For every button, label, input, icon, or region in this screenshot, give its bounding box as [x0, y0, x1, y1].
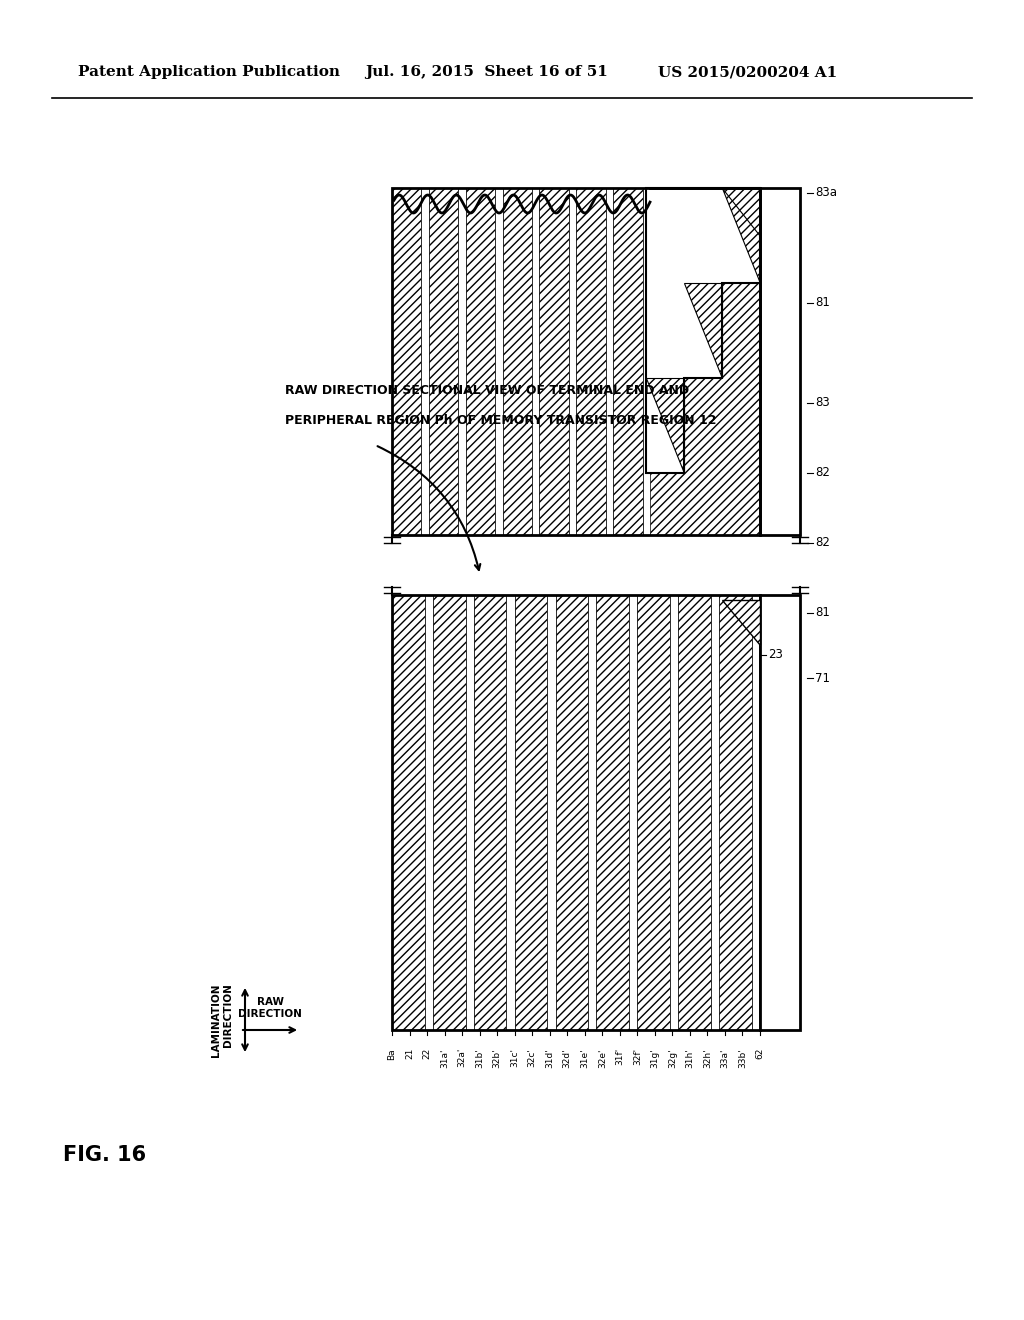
- Text: 31h': 31h': [685, 1048, 694, 1068]
- Text: 31a': 31a': [440, 1048, 450, 1068]
- Text: 82: 82: [815, 466, 829, 479]
- Text: US 2015/0200204 A1: US 2015/0200204 A1: [658, 65, 838, 79]
- Text: 31g': 31g': [650, 1048, 659, 1068]
- Text: Patent Application Publication: Patent Application Publication: [78, 65, 340, 79]
- Text: 71: 71: [815, 672, 830, 685]
- Text: 32b': 32b': [493, 1048, 502, 1068]
- Bar: [569, 187, 577, 535]
- Text: 32c': 32c': [527, 1048, 537, 1067]
- Text: 31d': 31d': [545, 1048, 554, 1068]
- Text: PERIPHERAL REGION Ph OF MEMORY TRANSISTOR REGION 12: PERIPHERAL REGION Ph OF MEMORY TRANSISTO…: [285, 413, 717, 426]
- Bar: [532, 187, 540, 535]
- Polygon shape: [684, 282, 722, 378]
- Bar: [515, 595, 548, 1030]
- Bar: [540, 187, 569, 535]
- Bar: [588, 595, 596, 1030]
- Bar: [752, 595, 760, 1030]
- Bar: [629, 595, 637, 1030]
- Text: FIG. 16: FIG. 16: [63, 1144, 146, 1166]
- Bar: [392, 187, 422, 535]
- Text: 21: 21: [406, 1048, 414, 1060]
- Bar: [613, 187, 643, 535]
- Bar: [466, 595, 474, 1030]
- Text: 23: 23: [768, 648, 783, 661]
- Bar: [496, 187, 503, 535]
- Text: 32h': 32h': [702, 1048, 712, 1068]
- Text: 31e': 31e': [581, 1048, 589, 1068]
- Bar: [760, 187, 800, 535]
- Text: 33a': 33a': [721, 1048, 729, 1068]
- Bar: [466, 187, 496, 535]
- Bar: [678, 595, 711, 1030]
- Text: 33b': 33b': [738, 1048, 746, 1068]
- Bar: [392, 187, 800, 535]
- Bar: [392, 595, 760, 1030]
- Text: 32d': 32d': [563, 1048, 571, 1068]
- Polygon shape: [722, 187, 760, 235]
- Bar: [459, 187, 466, 535]
- Bar: [387, 535, 805, 595]
- Bar: [392, 187, 760, 535]
- Bar: [650, 187, 760, 535]
- Text: RAW DIRECTION SECTIONAL VIEW OF TERMINAL END AND: RAW DIRECTION SECTIONAL VIEW OF TERMINAL…: [285, 384, 689, 396]
- Bar: [425, 595, 433, 1030]
- Bar: [719, 595, 752, 1030]
- Polygon shape: [646, 378, 684, 473]
- Text: 32f': 32f': [633, 1048, 642, 1065]
- Text: 32a': 32a': [458, 1048, 467, 1068]
- Text: 83: 83: [815, 396, 829, 409]
- Text: LAMINATION
DIRECTION: LAMINATION DIRECTION: [211, 983, 233, 1057]
- Text: 62: 62: [756, 1048, 765, 1060]
- Text: 83a: 83a: [815, 186, 837, 199]
- Text: RAW
DIRECTION: RAW DIRECTION: [238, 997, 302, 1019]
- Text: 32e': 32e': [598, 1048, 607, 1068]
- Text: 81: 81: [815, 297, 829, 309]
- Bar: [433, 595, 466, 1030]
- Bar: [760, 595, 800, 1030]
- Text: 82: 82: [815, 536, 829, 549]
- Text: Ba: Ba: [387, 1048, 396, 1060]
- Bar: [606, 187, 613, 535]
- Bar: [392, 595, 760, 1030]
- Text: 22: 22: [423, 1048, 431, 1059]
- Polygon shape: [722, 601, 760, 645]
- Bar: [392, 595, 425, 1030]
- Bar: [548, 595, 556, 1030]
- Bar: [577, 187, 606, 535]
- Bar: [670, 595, 678, 1030]
- Text: Jul. 16, 2015  Sheet 16 of 51: Jul. 16, 2015 Sheet 16 of 51: [365, 65, 608, 79]
- Bar: [596, 595, 629, 1030]
- Text: 32g': 32g': [668, 1048, 677, 1068]
- Bar: [556, 595, 588, 1030]
- Text: 31f': 31f': [615, 1048, 625, 1065]
- Polygon shape: [646, 187, 760, 473]
- Bar: [650, 187, 760, 535]
- Bar: [422, 187, 429, 535]
- Text: 31c': 31c': [510, 1048, 519, 1067]
- Polygon shape: [722, 187, 760, 282]
- Bar: [637, 595, 670, 1030]
- Bar: [507, 595, 515, 1030]
- Bar: [711, 595, 719, 1030]
- Bar: [503, 187, 532, 535]
- Text: 31b': 31b': [475, 1048, 484, 1068]
- Bar: [429, 187, 459, 535]
- Bar: [643, 187, 650, 535]
- Bar: [474, 595, 507, 1030]
- Text: 81: 81: [815, 606, 829, 619]
